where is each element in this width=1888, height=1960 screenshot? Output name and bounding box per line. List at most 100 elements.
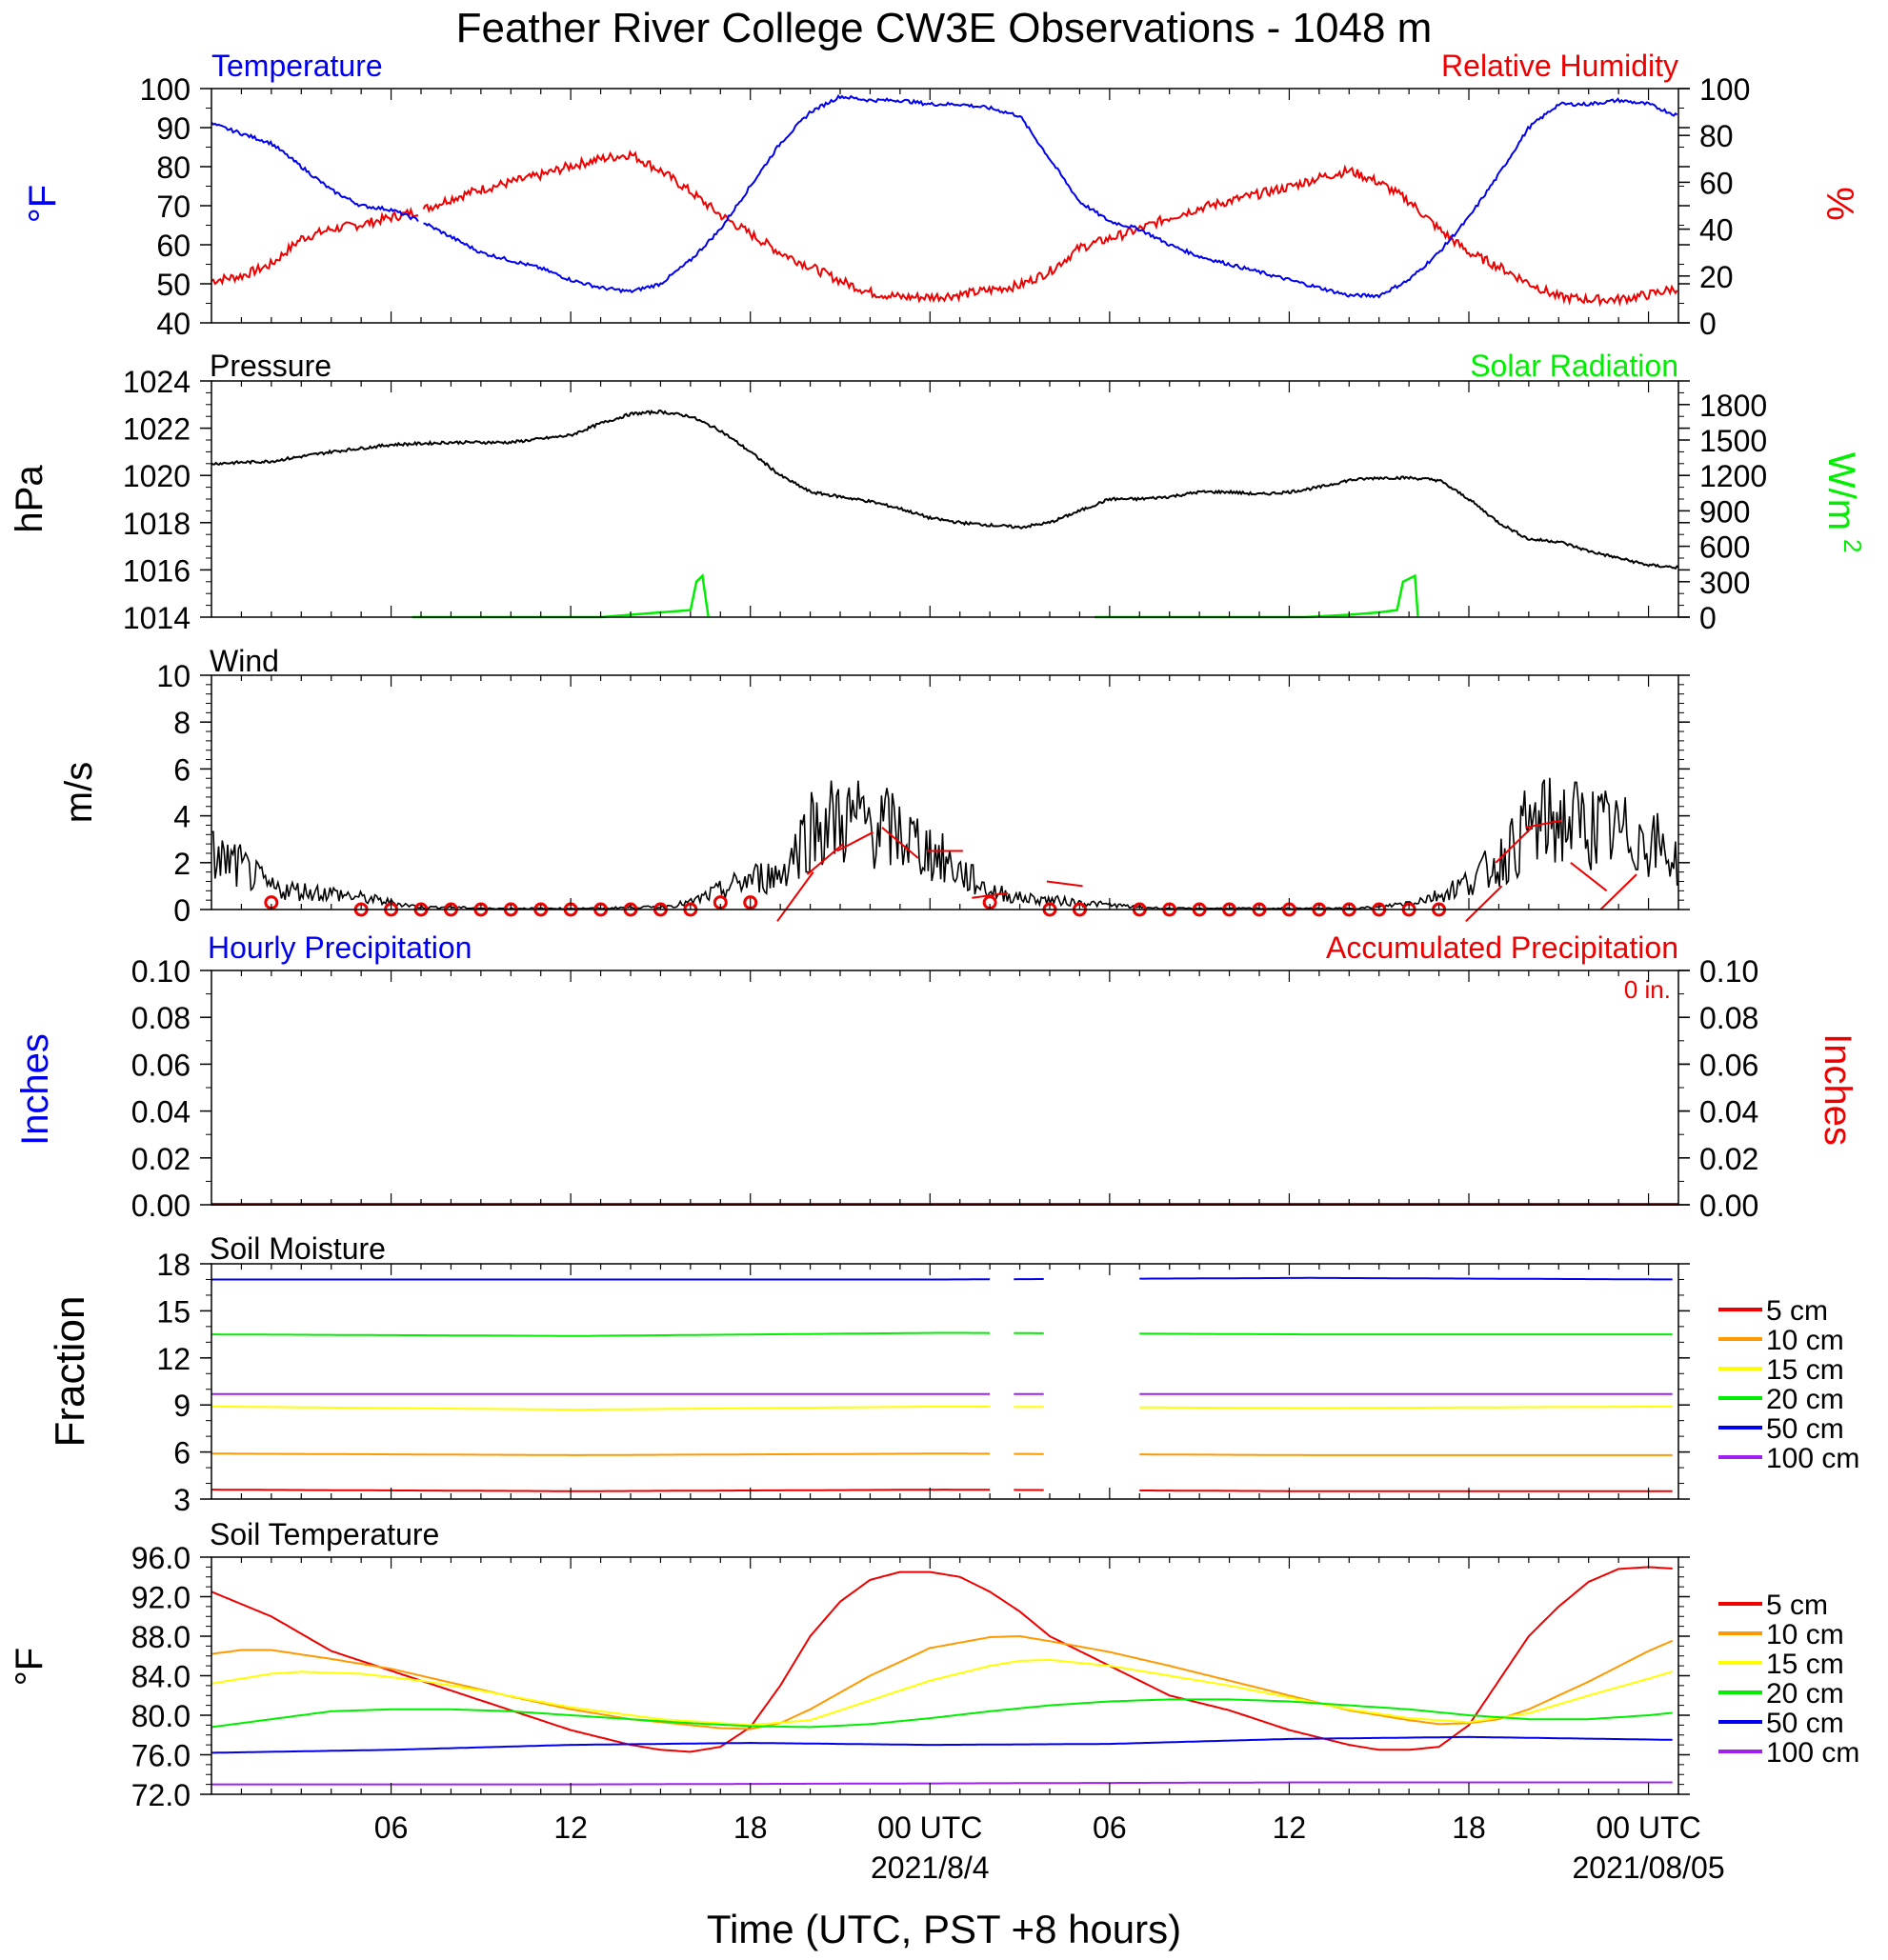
soil-temperature-axis-ticks: 72.0 76.0 80.0 84.0 88.0 92.0 96.0	[131, 1541, 1690, 1812]
y-tick-label: 3	[173, 1483, 191, 1517]
soil-temperature-line-5cm	[211, 1566, 1673, 1753]
humidity-line	[211, 149, 1678, 308]
wind-barb	[806, 843, 844, 875]
y-tick-label: 15	[156, 1294, 191, 1329]
pressure-unit: hPa	[9, 465, 50, 533]
wind-barb	[972, 891, 1009, 899]
p5-frame	[211, 1263, 1679, 1500]
y-tick-label: 40	[156, 307, 191, 341]
y-tick-label: 76.0	[131, 1739, 191, 1773]
y-tick-label: 1024	[123, 365, 191, 399]
y-right-tick-label: 20	[1699, 260, 1734, 294]
y-tick-label: 1014	[123, 601, 191, 635]
precipitation-panel: Hourly Precipitation Accumulated Precipi…	[14, 930, 1858, 1223]
wind-barb	[1570, 862, 1608, 892]
humidity-title: Relative Humidity	[1441, 49, 1678, 83]
solar-unit-superscript: 2	[1838, 539, 1867, 552]
wind-axis-ticks: 0 2 4 6 8 10	[156, 659, 1690, 928]
pressure-axis-ticks: 1014 1016 1018 1020 1022 1024	[123, 365, 1690, 635]
y-right-tick-label: 600	[1699, 530, 1750, 565]
soil-moisture-line-10cm	[1139, 1453, 1673, 1456]
y-tick-label: 10	[156, 659, 191, 693]
y-tick-label: 1016	[123, 553, 191, 588]
wind-speed-line	[211, 777, 1678, 910]
x-tick-label: 00 UTC	[877, 1810, 982, 1845]
y-tick-label: 72.0	[131, 1778, 191, 1812]
x-tick-label: 18	[1452, 1810, 1486, 1845]
y-tick-label: 90	[156, 111, 191, 146]
soil-moisture-line-10cm	[211, 1452, 991, 1456]
soil-moisture-panel: Soil Moisture Fraction 3 6 9 12 15 18 5 cm10 …	[47, 1231, 1859, 1517]
solar-radiation-line	[412, 572, 710, 619]
soil-temperature-line-20cm	[211, 1698, 1673, 1729]
soil-temperature-line-10cm	[211, 1634, 1674, 1730]
legend-label: 100 cm	[1766, 1443, 1859, 1474]
y-right-tick-label: 60	[1699, 166, 1734, 200]
y-tick-label: 0.02	[131, 1142, 191, 1176]
soil-temperature-line-100cm	[211, 1781, 1673, 1786]
temperature-axis-ticks: 40 50 60 70 80 90 100	[140, 72, 1690, 341]
soil-temperature-line-15cm	[211, 1658, 1674, 1727]
y-right-tick-label: 0.00	[1699, 1189, 1758, 1223]
wind-title: Wind	[210, 644, 279, 678]
y-tick-label: 80.0	[131, 1699, 191, 1733]
legend-label: 50 cm	[1766, 1708, 1844, 1739]
time-axis: 06 12 18 00 UTC 2021/8/4 06 12 18 00 UTC 2021/08/…	[374, 1810, 1725, 1885]
x-tick-label: 12	[1273, 1810, 1307, 1845]
y-tick-label: 60	[156, 229, 191, 263]
y-tick-label: 12	[156, 1342, 191, 1376]
soil-moisture-line-50cm	[1139, 1276, 1673, 1281]
pressure-title: Pressure	[210, 349, 331, 383]
y-tick-label: 18	[156, 1248, 191, 1282]
figure-title: Feather River College CW3E Observations …	[456, 5, 1433, 51]
y-tick-label: 0	[173, 893, 191, 928]
soil-temperature-title: Soil Temperature	[210, 1517, 439, 1551]
y-tick-label: 50	[156, 268, 191, 302]
y-tick-label: 2	[173, 847, 191, 881]
y-tick-label: 0.10	[131, 954, 191, 989]
accum-precip-axis-ticks: 0.00 0.02 0.04 0.06 0.08 0.10	[1678, 954, 1758, 1223]
x-date-label: 2021/8/4	[871, 1850, 990, 1885]
y-tick-label: 80	[156, 150, 191, 185]
soil-moisture-line-5cm	[211, 1489, 991, 1492]
accum-precip-unit: Inches	[1817, 1033, 1858, 1146]
y-tick-label: 96.0	[131, 1541, 191, 1575]
soil-moisture-unit: Fraction	[47, 1296, 93, 1448]
temperature-humidity-panel: Temperature Relative Humidity °F % 40 50 6…	[22, 49, 1860, 341]
soil-temperature-line-50cm	[211, 1735, 1673, 1754]
legend-label: 15 cm	[1766, 1649, 1844, 1680]
legend-label: 20 cm	[1766, 1678, 1844, 1710]
wind-barb	[1525, 819, 1562, 829]
y-tick-label: 8	[173, 706, 191, 740]
y-right-tick-label: 1500	[1699, 424, 1767, 458]
x-tick-label: 18	[733, 1810, 768, 1845]
legend-label: 20 cm	[1766, 1384, 1844, 1415]
p6-frame	[211, 1556, 1679, 1795]
soil-temperature-panel: Soil Temperature °F 72.0 76.0 80.0 84.0 88.0…	[9, 1517, 1859, 1812]
wind-barb	[1495, 827, 1533, 864]
legend-label: 10 cm	[1766, 1619, 1844, 1650]
pressure-line	[211, 409, 1679, 570]
y-right-tick-label: 0.02	[1699, 1142, 1758, 1176]
wind-barb	[1465, 885, 1503, 923]
y-right-tick-label: 0	[1699, 601, 1717, 635]
x-tick-label: 00 UTC	[1596, 1810, 1700, 1845]
y-tick-label: 0.06	[131, 1048, 191, 1082]
wind-barb	[776, 871, 814, 922]
soil-moisture-line-20cm	[211, 1331, 991, 1337]
x-tick-label: 06	[374, 1810, 409, 1845]
y-tick-label: 84.0	[131, 1660, 191, 1694]
wind-barbs	[264, 819, 1637, 923]
y-tick-label: 70	[156, 190, 191, 224]
x-date-label: 2021/08/05	[1572, 1850, 1724, 1885]
y-tick-label: 1020	[123, 459, 191, 493]
y-right-tick-label: 0.08	[1699, 1001, 1758, 1035]
wind-panel: Wind m/s 0 2 4 6 8 10	[58, 644, 1690, 928]
y-tick-label: 6	[173, 1436, 191, 1470]
y-tick-label: 0.04	[131, 1095, 191, 1130]
legend-label: 5 cm	[1766, 1590, 1828, 1621]
solar-unit: W/m	[1820, 452, 1862, 530]
y-tick-label: 1022	[123, 412, 191, 447]
x-tick-label: 06	[1093, 1810, 1127, 1845]
